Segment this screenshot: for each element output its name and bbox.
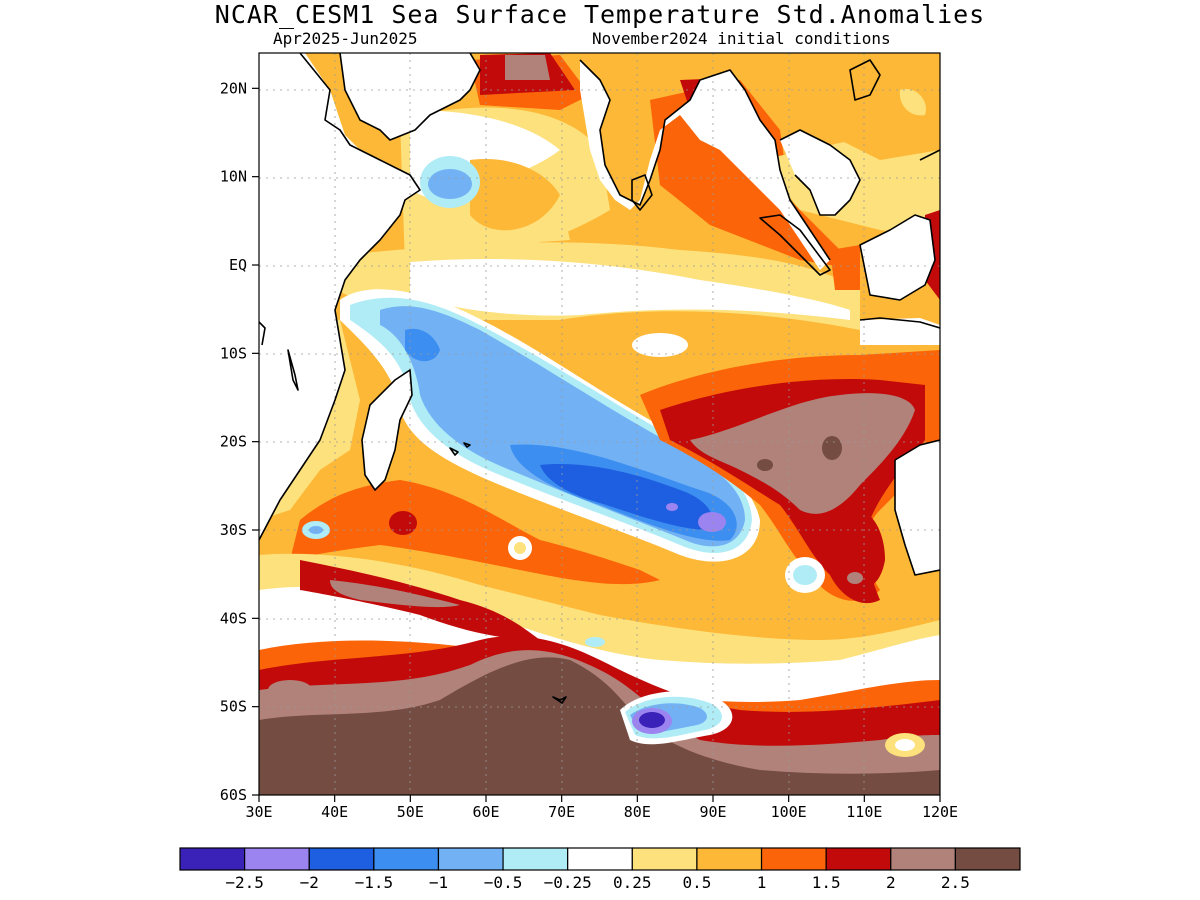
lat-tick-label: 50S <box>220 698 247 716</box>
lat-tick-label: 40S <box>220 609 247 627</box>
colorbar-label: −0.25 <box>544 873 592 892</box>
colorbar-label: −1.5 <box>355 873 394 892</box>
colorbar-swatch <box>244 847 310 871</box>
colorbar-label: 1 <box>757 873 767 892</box>
colorbar-label: 2.5 <box>941 873 970 892</box>
lon-tick-label: 70E <box>548 803 575 821</box>
anomaly-field <box>259 53 940 795</box>
colorbar-label: −2.5 <box>225 873 264 892</box>
period-subtitle: Apr2025-Jun2025 <box>273 29 418 48</box>
lat-tick-label: 30S <box>220 521 247 539</box>
colorbar-label: −1 <box>429 873 448 892</box>
lon-tick-label: 120E <box>922 803 958 821</box>
lon-tick-label: 60E <box>472 803 499 821</box>
lon-tick-label: 110E <box>846 803 882 821</box>
colorbar-swatch <box>631 847 698 871</box>
lon-tick-label: 90E <box>699 803 726 821</box>
colorbar: −2.5 −2 −1.5 −1 −0.5 −0.25 0.25 0.5 1 1.5 2 2.5 <box>179 847 1021 892</box>
colorbar-label: 1.5 <box>812 873 841 892</box>
colorbar-label: 0.5 <box>682 873 711 892</box>
map-title: NCAR_CESM1 Sea Surface Temperature Std.A… <box>214 0 986 29</box>
init-subtitle: November2024 initial conditions <box>592 29 891 48</box>
colorbar-label: 0.25 <box>613 873 652 892</box>
lat-tick-label: 10N <box>220 168 247 186</box>
colorbar-swatch <box>179 847 246 871</box>
lon-tick-label: 80E <box>624 803 651 821</box>
colorbar-swatch <box>954 847 1021 871</box>
colorbar-swatch <box>760 847 827 871</box>
colorbar-swatch <box>373 847 440 871</box>
lat-tick-label: 20N <box>220 79 247 97</box>
lon-tick-label: 40E <box>321 803 348 821</box>
colorbar-swatch <box>437 847 504 871</box>
coastlines <box>259 53 940 704</box>
lon-tick-label: 30E <box>245 803 272 821</box>
lon-tick-label: 100E <box>771 803 807 821</box>
colorbar-label: −2 <box>300 873 319 892</box>
colorbar-swatch <box>890 847 956 871</box>
lat-tick-label: 60S <box>220 786 247 804</box>
colorbar-swatch <box>696 847 763 871</box>
colorbar-swatch <box>825 847 892 871</box>
colorbar-label: 2 <box>886 873 896 892</box>
colorbar-label: −0.5 <box>484 873 523 892</box>
lat-tick-label: EQ <box>229 256 247 274</box>
lon-tick-label: 50E <box>397 803 424 821</box>
colorbar-swatch <box>502 847 569 871</box>
lat-tick-label: 20S <box>220 433 247 451</box>
plot-frame <box>258 52 941 796</box>
colorbar-swatch <box>308 847 375 871</box>
lat-tick-label: 10S <box>220 344 247 362</box>
colorbar-swatch <box>567 847 633 871</box>
